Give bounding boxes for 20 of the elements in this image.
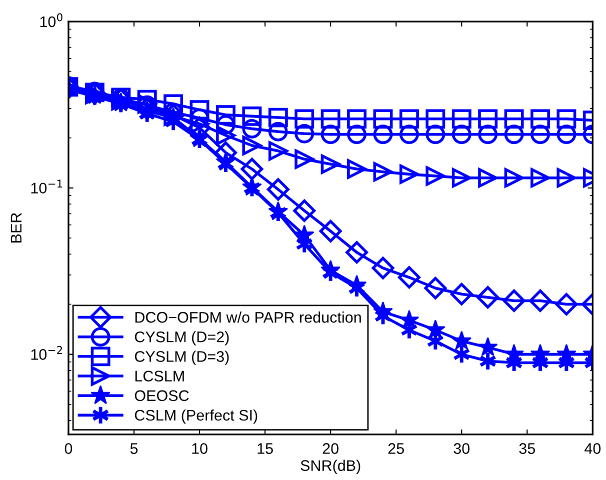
x-tick-label: 10 bbox=[192, 443, 208, 454]
x-tick-label: 30 bbox=[454, 443, 470, 454]
legend-label: CSLM (Perfect SI) bbox=[134, 409, 258, 424]
y-tick-label: 10$^{−1}$ bbox=[31, 180, 62, 194]
legend-label: CYSLM (D=2) bbox=[134, 331, 229, 346]
x-tick-label: 5 bbox=[130, 443, 138, 454]
y-tick-label: 10$^{−2}$ bbox=[31, 346, 62, 360]
y-axis-title: BER bbox=[10, 213, 22, 242]
legend-label: CYSLM (D=3) bbox=[134, 350, 229, 365]
x-axis-title: SNR(dB) bbox=[300, 460, 360, 474]
x-tick-label: 20 bbox=[322, 443, 338, 454]
legend-label: DCO−OFDM w/o PAPR reduction bbox=[135, 312, 361, 323]
legend-label: OEOSC bbox=[134, 390, 189, 402]
x-tick-label: 35 bbox=[519, 443, 535, 454]
x-tick-label: 0 bbox=[64, 443, 72, 454]
x-tick-label: 40 bbox=[584, 443, 601, 454]
y-tick-label: 10$^{0}$ bbox=[40, 13, 62, 28]
x-tick-label: 15 bbox=[258, 443, 273, 454]
legend-label: LCSLM bbox=[135, 370, 184, 382]
x-tick-label: 25 bbox=[388, 443, 404, 454]
